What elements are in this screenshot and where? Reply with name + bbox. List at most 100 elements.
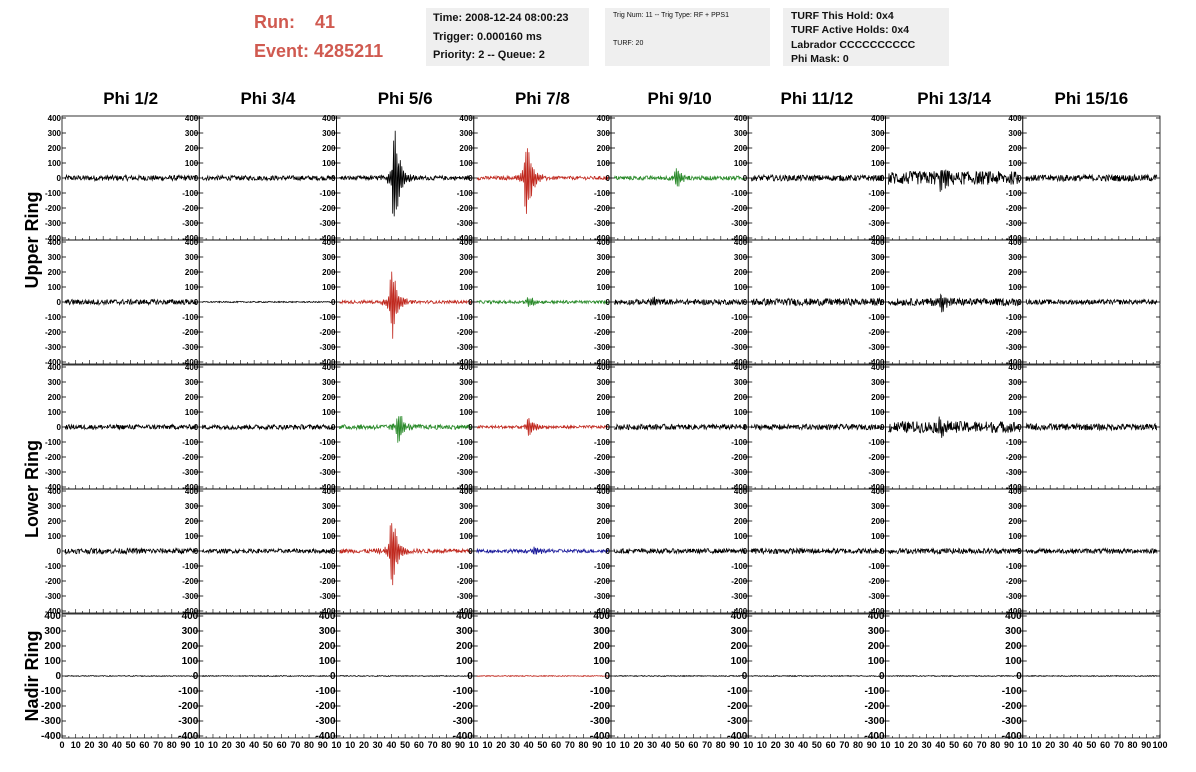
y-tick-label: -300 xyxy=(315,716,335,727)
x-tick-label: 10 xyxy=(482,740,492,750)
y-tick-label: -100 xyxy=(41,686,61,697)
y-tick-label: -100 xyxy=(182,562,199,571)
y-tick-label: 300 xyxy=(731,626,748,637)
y-tick-label: -200 xyxy=(457,328,474,337)
y-tick-label: -100 xyxy=(868,313,885,322)
y-tick-label: 300 xyxy=(597,502,611,511)
y-tick-label: 100 xyxy=(1008,283,1022,292)
y-tick-label: 400 xyxy=(185,487,199,496)
y-tick-label: -200 xyxy=(319,577,336,586)
waveform-trace xyxy=(750,297,883,307)
y-tick-label: 0 xyxy=(1017,423,1022,432)
y-tick-label: -300 xyxy=(182,468,199,477)
y-tick-label: 400 xyxy=(597,114,611,123)
labrador-text: Labrador CCCCCCCCCC xyxy=(791,39,916,51)
y-tick-label: 0 xyxy=(880,298,885,307)
y-tick-label: -100 xyxy=(1006,313,1023,322)
y-tick-label: 0 xyxy=(743,547,748,556)
ring-label: Lower Ring xyxy=(22,440,42,538)
y-tick-label: 300 xyxy=(1005,626,1022,637)
y-tick-label: 200 xyxy=(871,268,885,277)
y-tick-label: -400 xyxy=(731,607,748,616)
y-tick-label: 0 xyxy=(743,423,748,432)
y-tick-label: 300 xyxy=(185,378,199,387)
x-tick-label: 90 xyxy=(1004,740,1014,750)
waveform-trace xyxy=(201,674,334,678)
x-tick-label: 60 xyxy=(826,740,836,750)
waveform-panel: 400 300 200 100 0 -100 -200 -300 -400 xyxy=(45,487,200,616)
waveform-trace xyxy=(1025,173,1158,183)
y-tick-label: 200 xyxy=(871,144,885,153)
x-tick-label: 70 xyxy=(1114,740,1124,750)
x-tick-label: 80 xyxy=(1128,740,1138,750)
y-tick-label: -300 xyxy=(319,468,336,477)
y-tick-label: -200 xyxy=(727,701,747,712)
waveform-panel: 400 300 200 100 0 -100 -200 -300 -400 xyxy=(731,114,886,243)
y-tick-label: -100 xyxy=(182,189,199,198)
y-tick-label: -300 xyxy=(178,716,198,727)
y-tick-label: -100 xyxy=(1002,686,1022,697)
y-tick-label: -200 xyxy=(45,328,62,337)
y-tick-label: -200 xyxy=(45,577,62,586)
y-tick-label: -100 xyxy=(457,189,474,198)
waveform-panel: 400 300 200 100 0 -100 -200 -300 -400 xyxy=(182,487,337,616)
waveform-trace xyxy=(64,173,197,182)
y-tick-label: -400 xyxy=(45,234,62,243)
y-tick-label: -200 xyxy=(457,577,474,586)
y-tick-label: -300 xyxy=(45,219,62,228)
y-tick-label: 300 xyxy=(459,378,473,387)
y-tick-label: -300 xyxy=(457,343,474,352)
y-tick-label: 100 xyxy=(871,283,885,292)
y-tick-label: 300 xyxy=(734,253,748,262)
y-tick-label: 0 xyxy=(57,547,62,556)
y-tick-label: -300 xyxy=(594,343,611,352)
y-tick-label: 100 xyxy=(1008,408,1022,417)
y-tick-label: 200 xyxy=(734,517,748,526)
y-tick-label: -400 xyxy=(864,731,884,742)
y-tick-label: 100 xyxy=(871,159,885,168)
waveform-trace xyxy=(201,174,334,182)
y-tick-label: -100 xyxy=(1006,562,1023,571)
y-tick-label: 200 xyxy=(597,517,611,526)
y-tick-label: 100 xyxy=(185,283,199,292)
y-tick-label: -200 xyxy=(1006,577,1023,586)
y-tick-label: 200 xyxy=(319,641,336,652)
y-tick-label: 400 xyxy=(1008,114,1022,123)
y-tick-label: 200 xyxy=(48,144,62,153)
y-tick-label: 400 xyxy=(734,487,748,496)
y-tick-label: 400 xyxy=(459,363,473,372)
y-tick-label: 200 xyxy=(1008,268,1022,277)
x-tick-label: 10 xyxy=(894,740,904,750)
waveform-panel: 400 300 200 100 0 -100 -200 -300 -400 xyxy=(868,487,1024,616)
waveform-panel: 400 300 200 100 0 -100 -200 -300 -400 xyxy=(1006,487,1161,616)
waveform-panel: 400 300 200 100 0 -100 -200 -300 -400 xyxy=(182,238,337,367)
y-tick-label: 400 xyxy=(871,363,885,372)
y-tick-label: -400 xyxy=(731,483,748,492)
y-tick-label: 400 xyxy=(459,114,473,123)
y-tick-label: 300 xyxy=(459,502,473,511)
waveform-trace xyxy=(201,423,334,431)
turf-active-text: TURF Active Holds: 0x4 xyxy=(791,24,910,36)
trigger-text: Trigger: 0.000160 ms xyxy=(433,31,542,43)
waveform-trace xyxy=(476,546,609,555)
waveform-panel: 400 300 200 100 0 -100 -200 -300 -400 xyxy=(319,114,475,243)
x-tick-label: 30 xyxy=(235,740,245,750)
y-tick-label: -300 xyxy=(868,343,885,352)
x-tick-label: 70 xyxy=(839,740,849,750)
y-tick-label: -300 xyxy=(1006,219,1023,228)
y-tick-label: -400 xyxy=(453,731,473,742)
y-tick-label: -400 xyxy=(1006,234,1023,243)
waveform-trace xyxy=(339,271,472,339)
x-tick-label: 10 xyxy=(71,740,81,750)
y-tick-label: 300 xyxy=(322,129,336,138)
y-tick-label: 0 xyxy=(331,174,336,183)
y-tick-label: -300 xyxy=(731,219,748,228)
x-tick-label: 70 xyxy=(702,740,712,750)
y-tick-label: -100 xyxy=(457,562,474,571)
y-tick-label: 300 xyxy=(44,626,61,637)
y-tick-label: 300 xyxy=(593,626,610,637)
waveform-trace xyxy=(888,674,1020,678)
y-tick-label: 200 xyxy=(734,268,748,277)
y-tick-label: -300 xyxy=(868,468,885,477)
y-tick-label: 400 xyxy=(871,114,885,123)
